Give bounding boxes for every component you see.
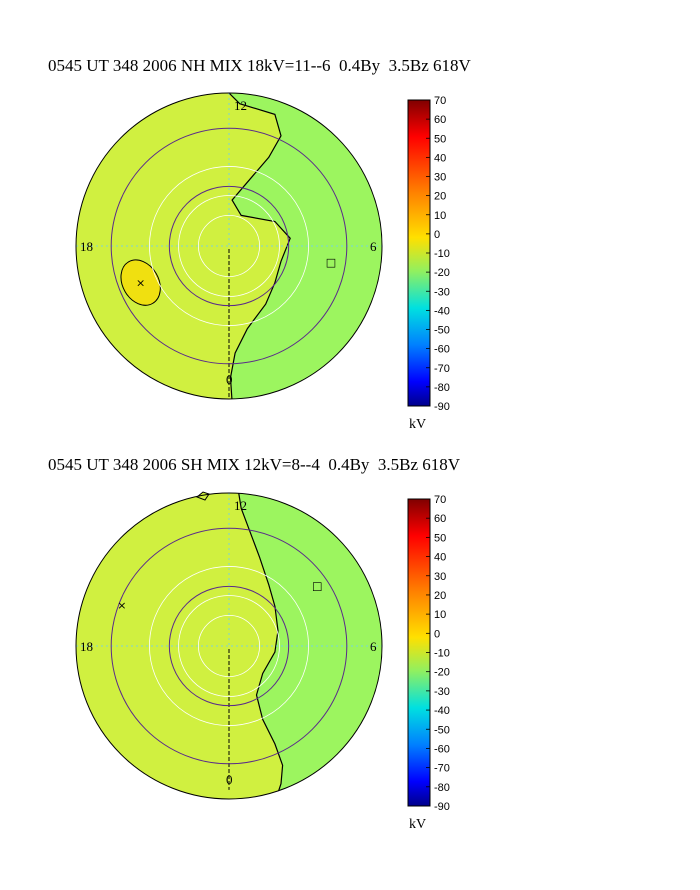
sh-mlt-label-0: 0 bbox=[226, 772, 233, 787]
sh-inner-circle-1 bbox=[178, 595, 280, 697]
sh-polar-plot: × □ 12 18 6 0 bbox=[75, 491, 383, 800]
nh-colorbar-tick-label: -10 bbox=[434, 248, 450, 260]
nh-colorbar-tick-label: 0 bbox=[434, 229, 440, 241]
nh-polar-plot: × □ 12 18 6 0 bbox=[75, 92, 383, 400]
nh-outer-boundary bbox=[75, 92, 383, 400]
sh-latitude-circle-1 bbox=[110, 527, 348, 765]
sh-inner-circle-2 bbox=[149, 566, 309, 726]
sh-colorbar-tick-label: 60 bbox=[434, 513, 446, 525]
nh-positive-cell bbox=[120, 259, 161, 306]
nh-colorbar-tick-label: -70 bbox=[434, 363, 450, 375]
nh-colorbar-tick-label: -40 bbox=[434, 305, 450, 317]
nh-mlt-label-0: 0 bbox=[226, 372, 233, 387]
nh-max-marker: × bbox=[136, 277, 145, 290]
sh-colorbar-tick-label: 40 bbox=[434, 552, 446, 564]
nh-colorbar-tick-label: -50 bbox=[434, 325, 450, 337]
nh-colorbar-tick-label: 50 bbox=[434, 133, 446, 145]
sh-colorbar-tick-label: -90 bbox=[434, 801, 450, 813]
sh-colorbar-tick-label: -20 bbox=[434, 667, 450, 679]
sh-colorbar-tick-label: -80 bbox=[434, 782, 450, 794]
nh-latitude-circle-1 bbox=[110, 127, 348, 365]
sh-colorbar-tick-label: 50 bbox=[434, 532, 446, 544]
nh-colorbar-tick-label: -60 bbox=[434, 344, 450, 356]
nh-colorbar: 70 60 50 40 30 20 10 0 -10 -20 -30 -40 -50 -60 -70 -80 -… bbox=[407, 95, 450, 432]
nh-colorbar-tick-label: 60 bbox=[434, 114, 446, 126]
nh-inner-circle-0 bbox=[197, 214, 260, 277]
sh-mlt-label-18: 18 bbox=[80, 639, 93, 654]
sh-mlt-label-6: 6 bbox=[370, 639, 377, 654]
nh-colorbar-tick-label: 30 bbox=[434, 172, 446, 184]
nh-latitude-circle-0 bbox=[168, 185, 290, 307]
nh-plot-title: 0545 UT 348 2006 NH MIX 18kV=11--6 0.4By… bbox=[48, 56, 471, 75]
nh-inner-circle-2 bbox=[149, 166, 309, 326]
sh-latitude-circle-0 bbox=[168, 585, 290, 707]
sh-inner-circle-0 bbox=[197, 615, 260, 678]
sh-colorbar-tick-label: 10 bbox=[434, 609, 446, 621]
sh-colorbar-tick-label: 70 bbox=[434, 494, 446, 506]
nh-colorbar-tick-label: -90 bbox=[434, 401, 450, 413]
nh-zero-contour bbox=[228, 93, 291, 399]
nh-min-marker: □ bbox=[326, 256, 336, 269]
sh-colorbar-tick-label: -50 bbox=[434, 724, 450, 736]
sh-outer-boundary bbox=[75, 492, 383, 800]
nh-mlt-label-12: 12 bbox=[234, 98, 247, 113]
nh-colorbar-tick-label: 10 bbox=[434, 210, 446, 222]
sh-zero-contour bbox=[237, 493, 284, 799]
sh-colorbar-tick-label: -60 bbox=[434, 743, 450, 755]
sh-max-marker: × bbox=[117, 599, 126, 612]
nh-colorbar-tick-label: -80 bbox=[434, 382, 450, 394]
sh-colorbar-tick-label: -70 bbox=[434, 763, 450, 775]
sh-colorbar-tick-label: 30 bbox=[434, 571, 446, 583]
nh-colorbar-tick-label: 70 bbox=[434, 95, 446, 107]
nh-colorbar-tick-label: 40 bbox=[434, 152, 446, 164]
sh-colorbar-tick-label: -30 bbox=[434, 686, 450, 698]
nh-colorbar-tick-label: -20 bbox=[434, 267, 450, 279]
sh-colorbar-tick-label: -10 bbox=[434, 648, 450, 660]
sh-colorbar-tick-label: 20 bbox=[434, 590, 446, 602]
sh-colorbar-tick-label: 0 bbox=[434, 628, 440, 640]
sh-mlt-label-12: 12 bbox=[234, 498, 247, 513]
nh-inner-circle-1 bbox=[178, 195, 280, 297]
nh-mlt-label-18: 18 bbox=[80, 239, 93, 254]
sh-plot-title: 0545 UT 348 2006 SH MIX 12kV=8--4 0.4By … bbox=[48, 455, 461, 474]
sh-min-marker: □ bbox=[312, 579, 322, 592]
nh-mlt-label-6: 6 bbox=[370, 239, 377, 254]
sh-colorbar-unit-label: kV bbox=[409, 817, 426, 832]
nh-colorbar-tick-label: -30 bbox=[434, 286, 450, 298]
nh-colorbar-unit-label: kV bbox=[409, 417, 426, 432]
sh-colorbar-tick-label: -40 bbox=[434, 705, 450, 717]
sh-colorbar: 70 60 50 40 30 20 10 0 -10 -20 -30 -40 -50 -60 -70 -80 -… bbox=[407, 494, 450, 832]
nh-colorbar-tick-label: 20 bbox=[434, 191, 446, 203]
